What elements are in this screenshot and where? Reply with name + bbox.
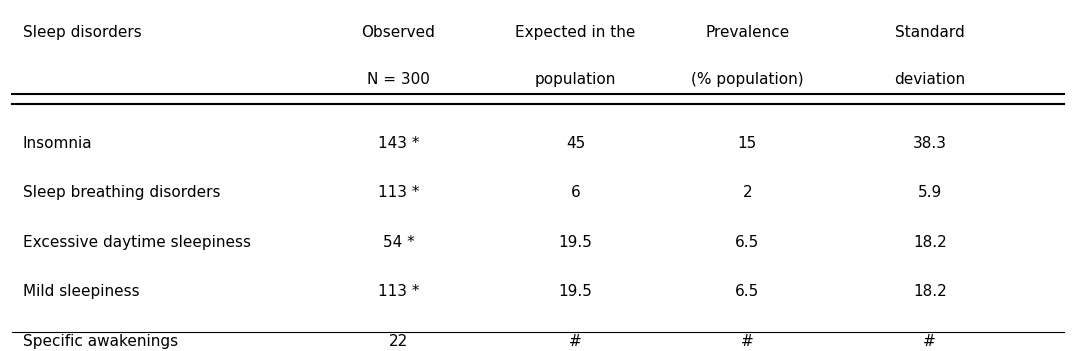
Text: #: # — [569, 334, 582, 349]
Text: 19.5: 19.5 — [558, 284, 593, 299]
Text: 6.5: 6.5 — [735, 235, 760, 250]
Text: Sleep disorders: Sleep disorders — [23, 25, 142, 40]
Text: 22: 22 — [388, 334, 408, 349]
Text: 18.2: 18.2 — [912, 284, 947, 299]
Text: Excessive daytime sleepiness: Excessive daytime sleepiness — [23, 235, 251, 250]
Text: N = 300: N = 300 — [367, 72, 430, 87]
Text: population: population — [535, 72, 617, 87]
Text: 143 *: 143 * — [378, 135, 420, 151]
Text: Observed: Observed — [362, 25, 436, 40]
Text: 15: 15 — [738, 135, 756, 151]
Text: 2: 2 — [742, 185, 752, 200]
Text: Expected in the: Expected in the — [515, 25, 636, 40]
Text: Standard: Standard — [895, 25, 964, 40]
Text: Specific awakenings: Specific awakenings — [23, 334, 178, 349]
Text: #: # — [923, 334, 936, 349]
Text: Mild sleepiness: Mild sleepiness — [23, 284, 140, 299]
Text: 18.2: 18.2 — [912, 235, 947, 250]
Text: 19.5: 19.5 — [558, 235, 593, 250]
Text: #: # — [741, 334, 753, 349]
Text: Prevalence: Prevalence — [705, 25, 790, 40]
Text: 6: 6 — [570, 185, 580, 200]
Text: 54 *: 54 * — [383, 235, 414, 250]
Text: Insomnia: Insomnia — [23, 135, 93, 151]
Text: 5.9: 5.9 — [918, 185, 942, 200]
Text: Sleep breathing disorders: Sleep breathing disorders — [23, 185, 221, 200]
Text: 45: 45 — [566, 135, 585, 151]
Text: 6.5: 6.5 — [735, 284, 760, 299]
Text: 113 *: 113 * — [378, 284, 420, 299]
Text: 113 *: 113 * — [378, 185, 420, 200]
Text: deviation: deviation — [894, 72, 965, 87]
Text: (% population): (% population) — [691, 72, 804, 87]
Text: 38.3: 38.3 — [912, 135, 947, 151]
